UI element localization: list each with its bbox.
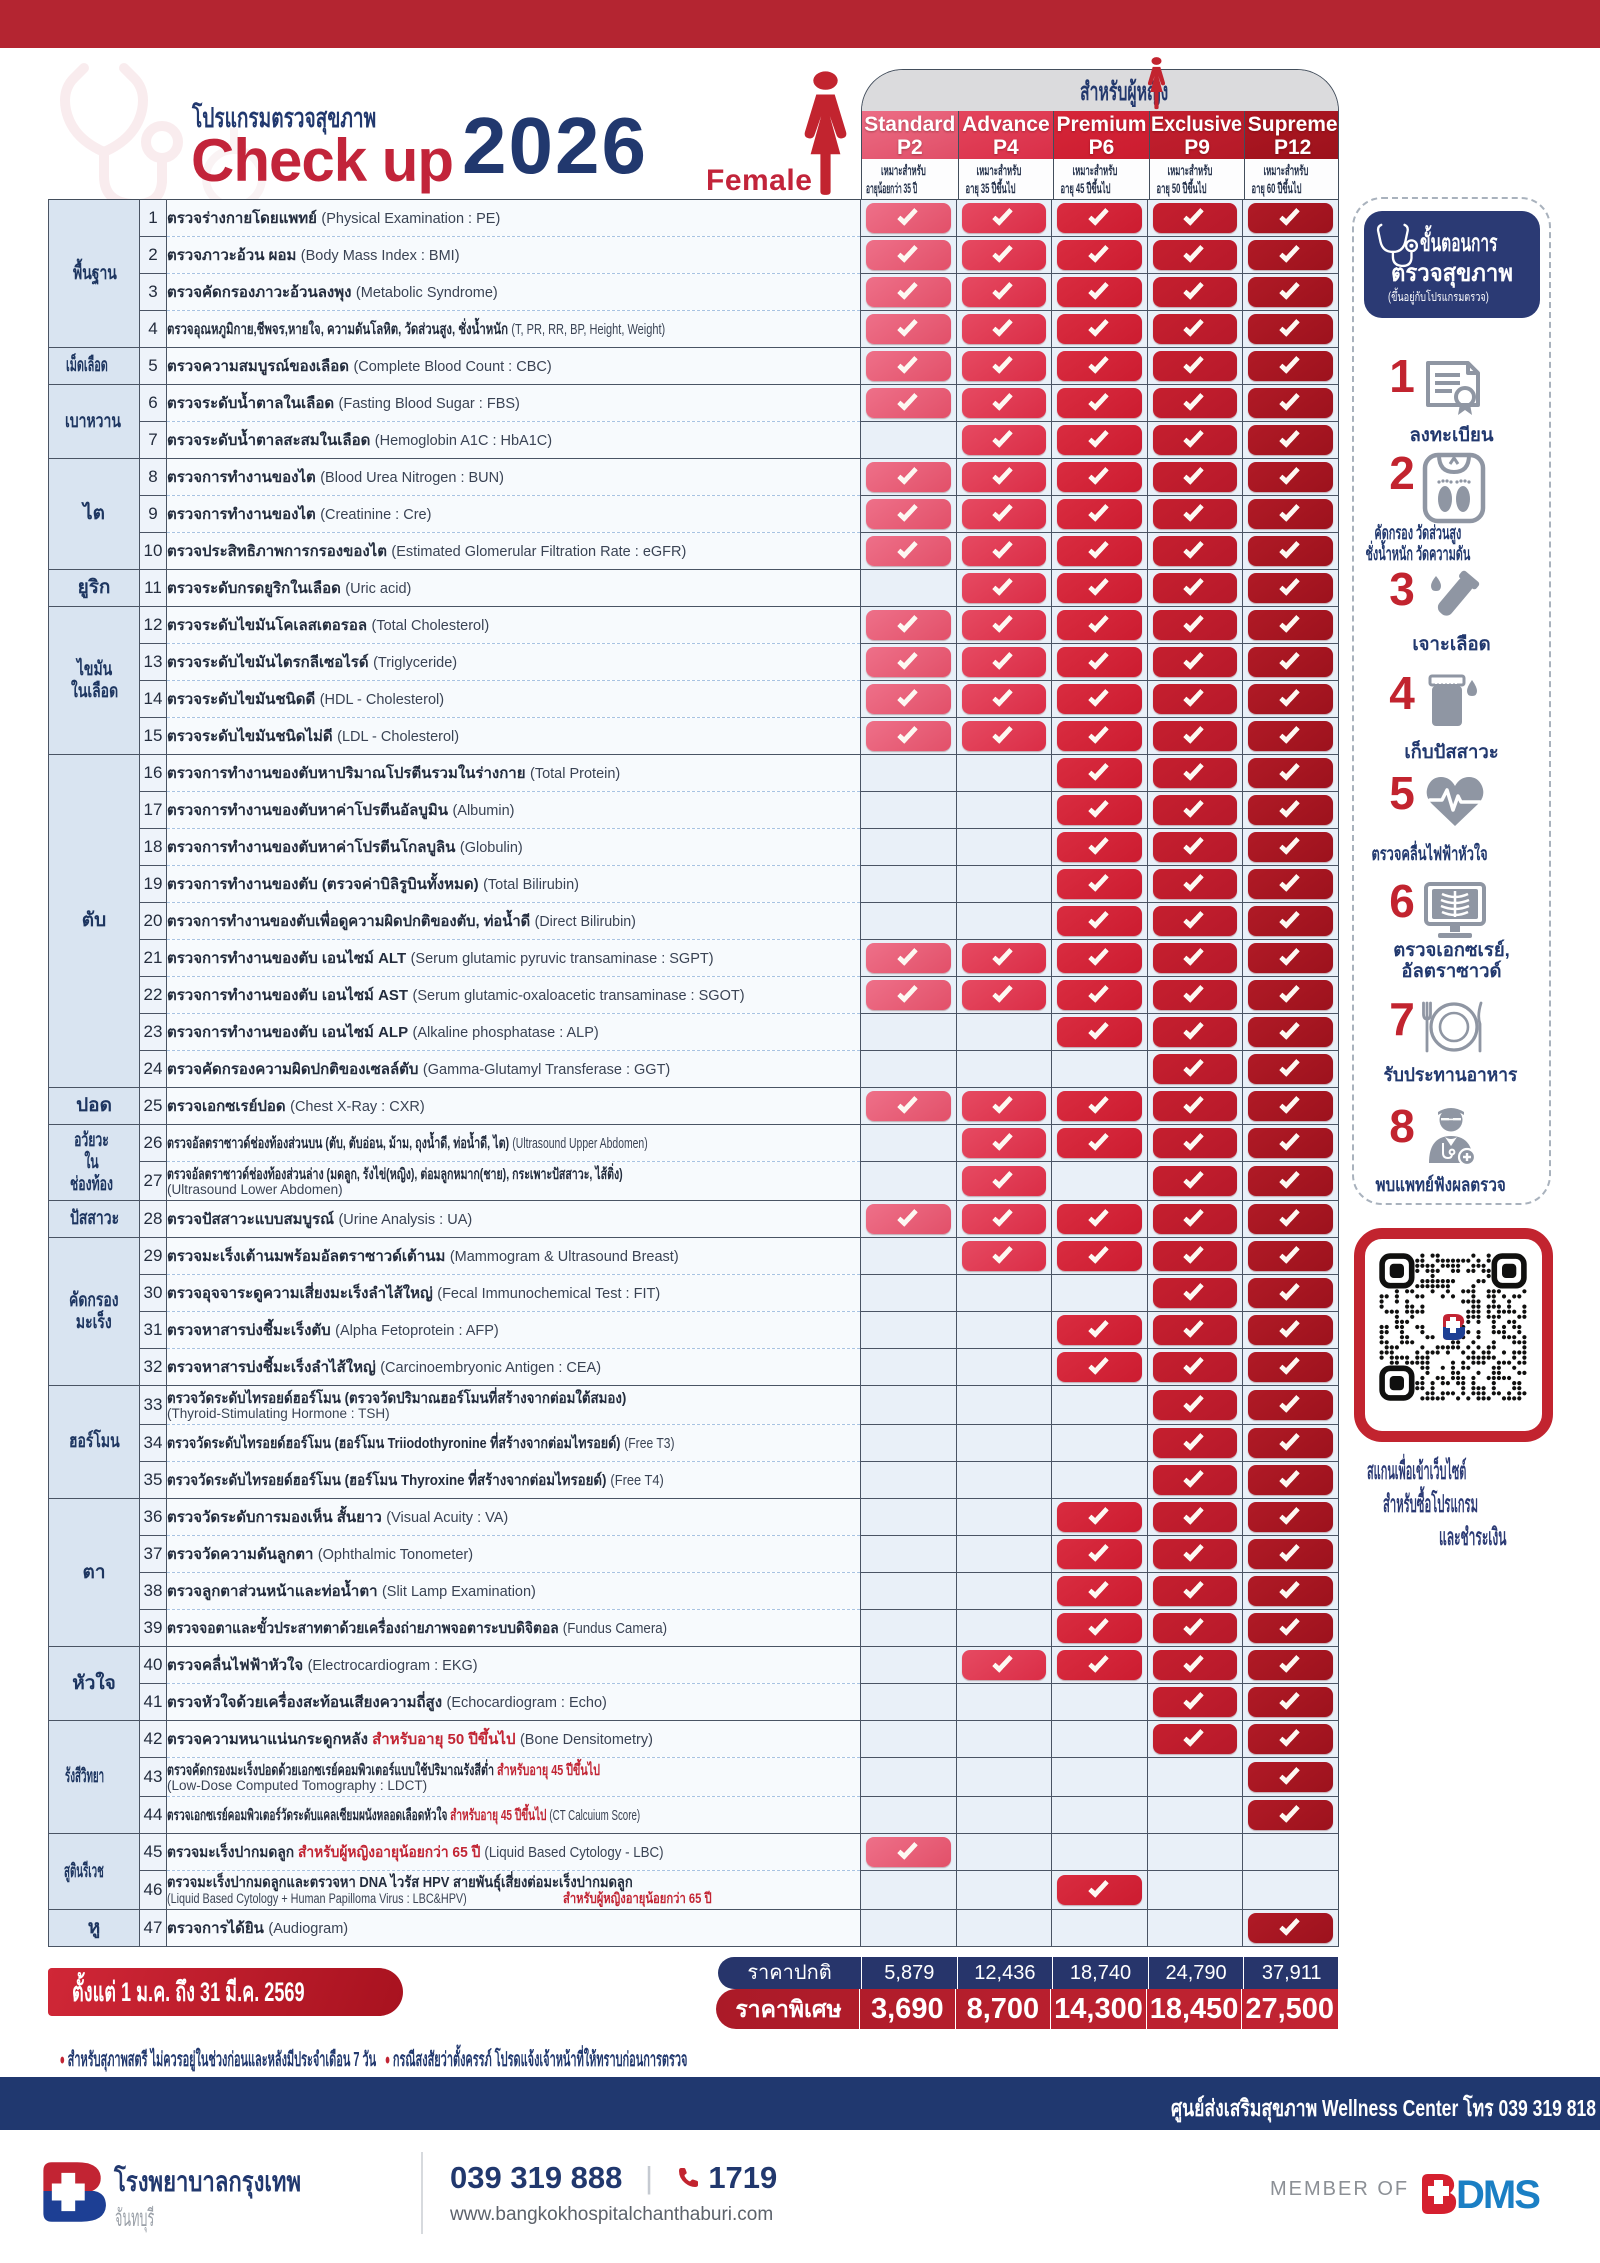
svg-text:DMS: DMS	[1456, 2173, 1540, 2217]
